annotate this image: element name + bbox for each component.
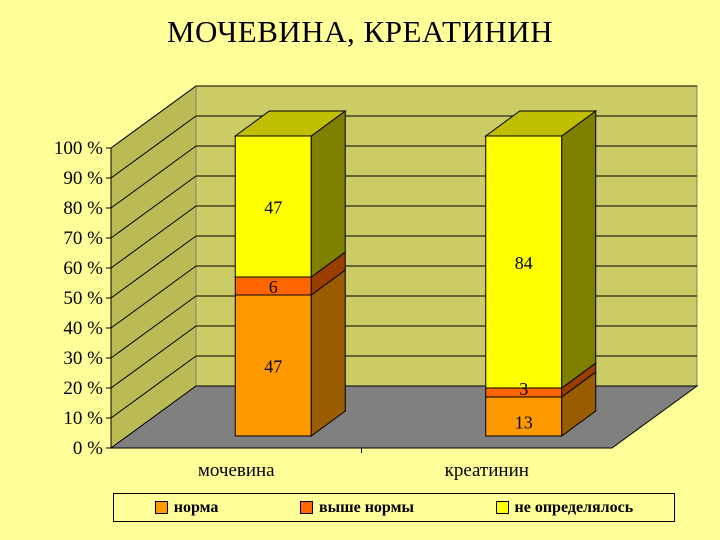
chart-title: МОЧЕВИНА, КРЕАТИНИН — [166, 14, 554, 49]
chart-legend: норма выше нормы не определялось — [113, 493, 675, 522]
floor — [109, 385, 699, 449]
bar-segment-side — [561, 110, 597, 389]
gridline-side — [110, 175, 197, 239]
legend-item: выше нормы — [299, 498, 414, 517]
y-tick-label: 30 % — [63, 348, 103, 369]
y-tick-label: 60 % — [63, 258, 103, 279]
data-label: 13 — [515, 413, 533, 433]
gridline-side — [110, 325, 197, 389]
legend-label: не определялось — [514, 498, 634, 516]
gridline-side — [110, 85, 197, 149]
chart-axes: 0 % 10 % 20 % 30 % 40 % 50 % 60 % 70 % 80 % 90 % 1… — [54, 138, 612, 481]
chart-bars — [233, 110, 598, 437]
y-tick-label: 10 % — [63, 408, 103, 429]
data-label: 47 — [264, 198, 282, 218]
y-tick-label: 50 % — [63, 288, 103, 309]
gridline-side — [110, 235, 197, 299]
y-tick-label: 40 % — [63, 318, 103, 339]
data-label: 84 — [515, 253, 533, 273]
y-tick-label: 100 % — [54, 138, 103, 159]
data-label: 3 — [519, 379, 528, 399]
y-tick-label: 20 % — [63, 378, 103, 399]
x-tick-label: креатинин — [445, 460, 529, 481]
legend-label: норма — [173, 498, 219, 516]
y-tick-label: 0 % — [73, 438, 103, 459]
legend-label: выше нормы — [318, 498, 414, 516]
legend-item: не определялось — [495, 498, 634, 517]
y-tick-label: 70 % — [63, 228, 103, 249]
gridline-side — [110, 265, 197, 329]
legend-swatch — [154, 501, 168, 514]
gridline-side — [110, 205, 197, 269]
x-tick-label: мочевина — [198, 460, 275, 481]
gridline-side — [110, 115, 197, 179]
bar-segment — [485, 135, 563, 389]
bar-segment-side — [310, 110, 346, 278]
chart-walls — [109, 85, 699, 449]
data-label: 47 — [264, 357, 282, 377]
gridline-side — [110, 295, 197, 359]
bar-segment — [234, 135, 312, 278]
y-tick-label: 80 % — [63, 198, 103, 219]
gridline-side — [110, 355, 197, 419]
legend-swatch — [495, 501, 509, 514]
chart-data-labels: 47 6 47 13 3 84 — [264, 198, 533, 433]
bar-segment — [485, 396, 563, 437]
bar-top — [233, 110, 347, 137]
legend-item: норма — [154, 498, 219, 517]
gridline-side — [110, 145, 197, 209]
bar-segment-side — [310, 269, 346, 437]
y-tick-label: 90 % — [63, 168, 103, 189]
legend-swatch — [299, 501, 313, 514]
data-label: 6 — [269, 277, 278, 297]
bar-top — [484, 110, 598, 137]
bar-segment — [234, 294, 312, 437]
